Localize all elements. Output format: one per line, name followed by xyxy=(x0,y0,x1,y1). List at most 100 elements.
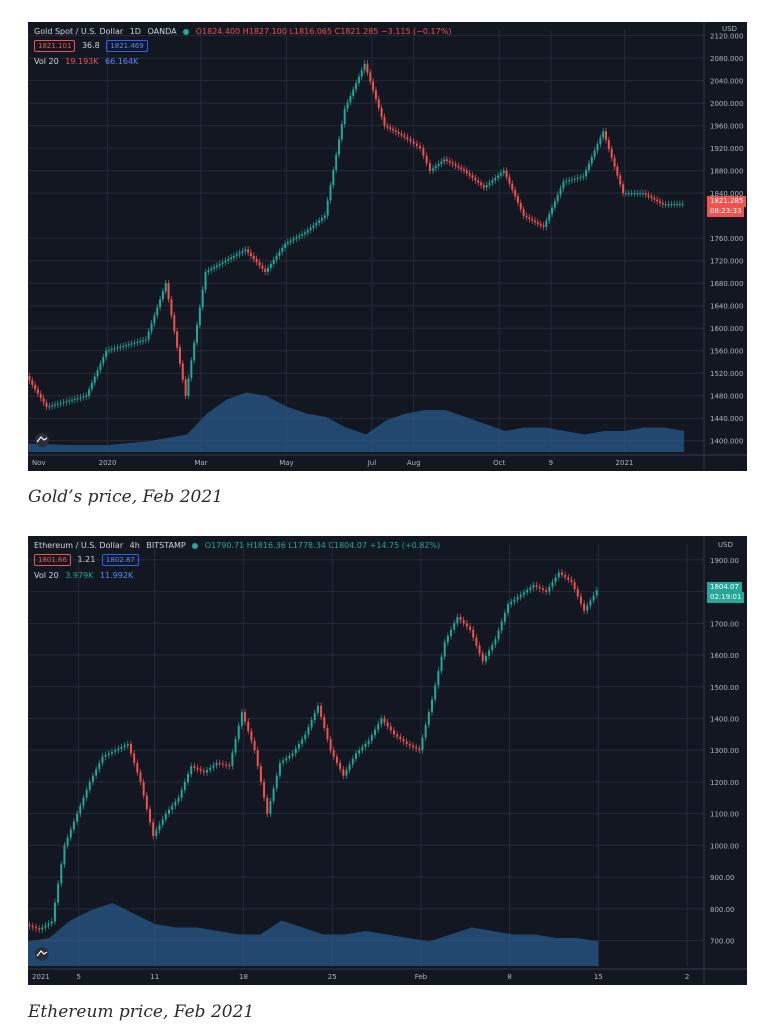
x-tick-label: Nov xyxy=(32,459,46,467)
candle-body xyxy=(292,238,295,241)
candle-body xyxy=(247,721,250,732)
y-tick-label: 1520.000 xyxy=(710,370,743,378)
candle-body xyxy=(406,136,409,140)
candle-body xyxy=(272,259,275,264)
candle-body xyxy=(409,139,412,142)
candle-body xyxy=(480,182,483,186)
y-tick-label: 700.00 xyxy=(710,938,735,946)
candle-body xyxy=(187,774,190,782)
candle-body xyxy=(207,270,210,272)
candle-body xyxy=(124,345,127,347)
candle-body xyxy=(400,133,403,136)
eth-bid-button[interactable]: 1801.66 xyxy=(34,554,71,566)
candle-body xyxy=(180,789,183,798)
candle-body xyxy=(358,750,361,754)
candle-body xyxy=(72,821,75,830)
candle-body xyxy=(152,822,155,836)
gold-axis-unit: USD xyxy=(722,25,737,33)
candle-body xyxy=(532,585,535,588)
y-tick-label: 1480.000 xyxy=(710,393,743,401)
candle-body xyxy=(278,762,281,776)
candle-body xyxy=(39,393,42,399)
candle-body xyxy=(497,175,500,178)
y-tick-label: 1200.00 xyxy=(710,779,739,787)
candle-body xyxy=(585,169,588,177)
candle-body xyxy=(360,70,363,77)
candle-body xyxy=(386,125,389,128)
candle-body xyxy=(351,758,354,765)
candle-body xyxy=(361,747,364,751)
eth-vol-label: Vol 20 xyxy=(34,571,59,580)
candle-body xyxy=(440,656,443,671)
candle-body xyxy=(88,781,91,790)
gold-ask-button[interactable]: 1821.469 xyxy=(106,40,148,52)
candle-body xyxy=(488,650,491,656)
y-tick-label: 1500.00 xyxy=(710,684,739,692)
candle-body xyxy=(667,204,670,206)
candle-body xyxy=(320,218,323,221)
tradingview-logo-icon xyxy=(35,433,49,447)
candle-body xyxy=(176,331,179,348)
candle-body xyxy=(190,360,193,379)
candle-body xyxy=(437,670,440,686)
candle-body xyxy=(593,150,596,158)
candle-body xyxy=(342,769,345,776)
candle-body xyxy=(73,398,76,400)
candle-body xyxy=(161,291,164,300)
candle-body xyxy=(587,163,590,170)
candle-body xyxy=(184,379,187,396)
candle-body xyxy=(570,179,573,181)
candle-body xyxy=(428,163,431,171)
candle-body xyxy=(136,762,139,773)
candle-body xyxy=(36,389,39,394)
y-tick-label: 2000.000 xyxy=(710,100,743,108)
candle-body xyxy=(349,95,352,103)
candle-body xyxy=(155,830,158,836)
eth-ohlc: O1790.71 H1816.36 L1778.34 C1804.07 +14.… xyxy=(204,541,441,550)
candle-body xyxy=(346,102,349,109)
gold-legend-row: Gold Spot / U.S. Dollar 1D OANDA O1824.4… xyxy=(34,26,455,37)
candle-body xyxy=(508,177,511,184)
eth-vol-b: 11.992K xyxy=(99,571,134,580)
y-tick-label: 800.00 xyxy=(710,906,735,914)
candle-body xyxy=(256,750,259,767)
candle-body xyxy=(164,813,167,820)
candle-body xyxy=(443,642,446,657)
candle-body xyxy=(557,572,560,578)
candle-body xyxy=(272,788,275,802)
candle-body xyxy=(658,201,661,203)
gold-quote-row: 1821.101 36.8 1821.469 xyxy=(34,40,152,52)
eth-symbol: Ethereum / U.S. Dollar xyxy=(34,541,124,550)
candle-body xyxy=(199,769,202,771)
candle-body xyxy=(443,159,446,162)
eth-countdown-tag: 02:19:01 xyxy=(707,592,745,604)
candle-body xyxy=(309,227,312,231)
eth-spread: 1.21 xyxy=(77,555,96,564)
candle-body xyxy=(462,169,465,171)
gold-last-price-tag: 1821.285 xyxy=(707,195,747,207)
candle-body xyxy=(127,344,130,346)
gold-vol-a: 19.193K xyxy=(65,57,99,66)
gold-chart[interactable]: 2120.000 2080.000 2040.000 2000.000 1960.000… xyxy=(28,22,747,471)
eth-axis-unit: USD xyxy=(718,541,733,549)
candle-body xyxy=(44,925,47,928)
candle-body xyxy=(354,753,357,759)
candle-body xyxy=(541,588,544,591)
candle-body xyxy=(516,597,519,600)
eth-chart[interactable]: 1900.00 1700.00 1600.00 1500.00 1400.00 1300.… xyxy=(28,536,747,985)
candle-body xyxy=(221,763,224,765)
gold-bid-button[interactable]: 1821.101 xyxy=(34,40,76,52)
market-status-icon xyxy=(183,28,190,35)
candle-body xyxy=(562,181,565,189)
candle-body xyxy=(583,603,586,611)
candle-body xyxy=(215,762,218,766)
x-tick-label: 8 xyxy=(507,973,511,981)
candle-body xyxy=(170,299,173,316)
candle-body xyxy=(630,193,633,195)
candle-body xyxy=(653,197,656,200)
candle-body xyxy=(107,753,110,755)
candle-body xyxy=(178,347,181,364)
eth-ask-button[interactable]: 1802.87 xyxy=(101,554,139,566)
candle-body xyxy=(126,743,129,746)
candle-body xyxy=(616,166,619,176)
